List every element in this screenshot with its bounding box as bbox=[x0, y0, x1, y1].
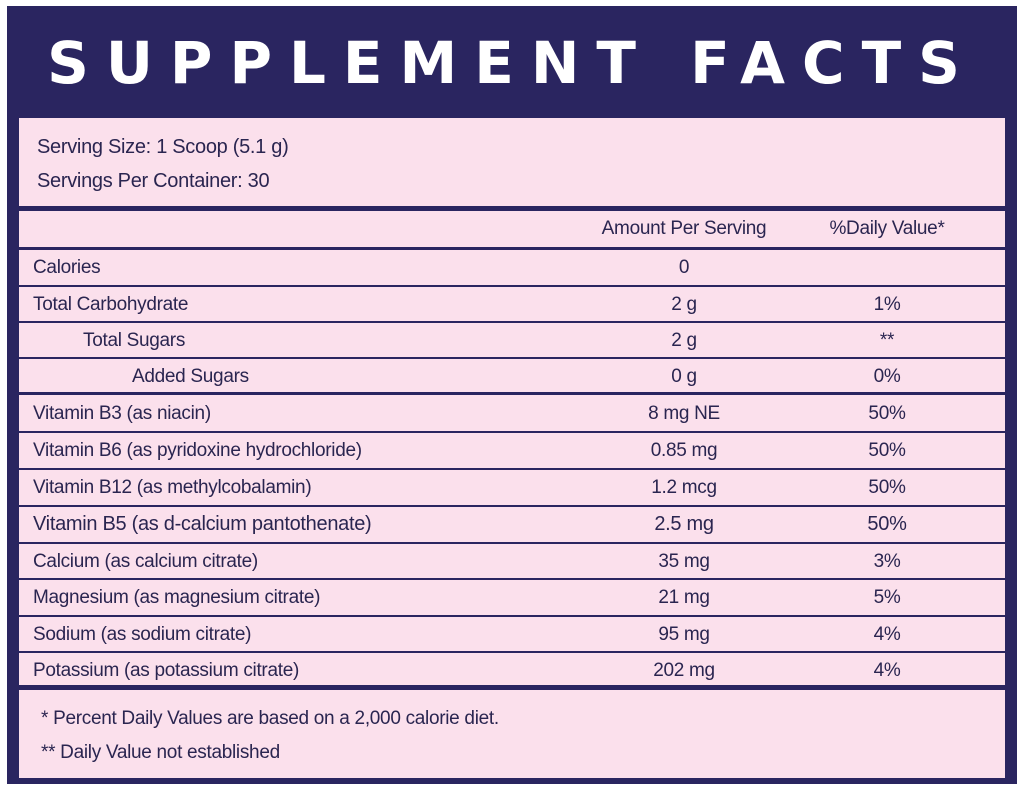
divider bbox=[19, 431, 1005, 433]
nutrient-name: Vitamin B3 (as niacin) bbox=[33, 403, 211, 424]
divider bbox=[19, 542, 1005, 544]
nutrient-amount: 0.85 mg bbox=[650, 440, 718, 461]
panel-title: SUPPLEMENT FACTS bbox=[47, 29, 977, 97]
daily-value-column-header: %Daily Value* bbox=[829, 218, 945, 239]
nutrient-daily-value: ** bbox=[879, 330, 895, 351]
nutrient-name: Magnesium (as magnesium citrate) bbox=[33, 587, 321, 608]
nutrient-daily-value: 50% bbox=[868, 403, 906, 424]
nutrient-daily-value: 4% bbox=[873, 660, 901, 681]
nutrient-name: Vitamin B6 (as pyridoxine hydrochloride) bbox=[33, 440, 362, 461]
amount-column-header: Amount Per Serving bbox=[601, 218, 767, 239]
table-row: Magnesium (as magnesium citrate) 21 mg 5… bbox=[19, 580, 1005, 615]
divider bbox=[19, 285, 1005, 287]
divider bbox=[19, 505, 1005, 507]
table-row: Total Carbohydrate 2 g 1% bbox=[19, 287, 1005, 322]
nutrient-daily-value: 5% bbox=[873, 587, 901, 608]
nutrient-amount: 0 bbox=[678, 257, 690, 278]
divider bbox=[19, 357, 1005, 359]
nutrient-daily-value: 0% bbox=[873, 366, 901, 387]
nutrient-amount: 2 g bbox=[671, 294, 697, 315]
table-row: Vitamin B6 (as pyridoxine hydrochloride)… bbox=[19, 433, 1005, 468]
serving-size: Serving Size: 1 Scoop (5.1 g) bbox=[37, 136, 289, 158]
divider bbox=[19, 651, 1005, 653]
nutrient-amount: 2 g bbox=[671, 330, 697, 351]
table-row: Sodium (as sodium citrate) 95 mg 4% bbox=[19, 617, 1005, 652]
nutrient-name: Added Sugars bbox=[132, 366, 249, 387]
nutrient-name: Vitamin B12 (as methylcobalamin) bbox=[33, 477, 312, 498]
nutrient-name: Calories bbox=[33, 257, 101, 278]
nutrient-amount: 202 mg bbox=[653, 660, 715, 681]
supplement-facts-panel: SUPPLEMENT FACTS Serving Size: 1 Scoop (… bbox=[7, 6, 1017, 784]
nutrient-daily-value: 50% bbox=[867, 513, 907, 535]
nutrient-daily-value: 3% bbox=[873, 551, 901, 572]
nutrient-amount: 0 g bbox=[671, 366, 697, 387]
nutrient-amount: 8 mg NE bbox=[648, 403, 720, 424]
nutrient-name: Vitamin B5 (as d-calcium pantothenate) bbox=[33, 513, 372, 535]
table-row: Vitamin B5 (as d-calcium pantothenate) 2… bbox=[19, 507, 1005, 542]
nutrient-name: Sodium (as sodium citrate) bbox=[33, 624, 252, 645]
nutrient-daily-value: 4% bbox=[873, 624, 901, 645]
footnote-daily-values: * Percent Daily Values are based on a 2,… bbox=[41, 708, 499, 729]
divider bbox=[19, 247, 1005, 250]
nutrient-amount: 35 mg bbox=[658, 551, 710, 572]
facts-table: Amount Per Serving %Daily Value* Calorie… bbox=[19, 211, 1005, 685]
nutrient-name: Calcium (as calcium citrate) bbox=[33, 551, 258, 572]
divider bbox=[19, 578, 1005, 580]
nutrient-name: Total Sugars bbox=[83, 330, 186, 351]
table-row: Calcium (as calcium citrate) 35 mg 3% bbox=[19, 544, 1005, 579]
table-header: Amount Per Serving %Daily Value* bbox=[19, 211, 1005, 246]
table-row: Total Sugars 2 g ** bbox=[19, 323, 1005, 358]
divider bbox=[19, 615, 1005, 617]
table-row: Added Sugars 0 g 0% bbox=[19, 359, 1005, 394]
table-row: Potassium (as potassium citrate) 202 mg … bbox=[19, 653, 1005, 688]
nutrient-name: Total Carbohydrate bbox=[33, 294, 189, 315]
nutrient-amount: 95 mg bbox=[658, 624, 710, 645]
nutrient-daily-value: 50% bbox=[868, 477, 906, 498]
divider bbox=[19, 321, 1005, 323]
footnotes: * Percent Daily Values are based on a 2,… bbox=[19, 690, 1005, 778]
nutrient-amount: 21 mg bbox=[658, 587, 710, 608]
nutrient-name: Potassium (as potassium citrate) bbox=[33, 660, 299, 681]
footnote-not-established: ** Daily Value not established bbox=[41, 742, 280, 763]
serving-info: Serving Size: 1 Scoop (5.1 g) Servings P… bbox=[19, 118, 1005, 206]
servings-per-container: Servings Per Container: 30 bbox=[37, 170, 270, 192]
divider bbox=[19, 392, 1005, 395]
nutrient-daily-value: 1% bbox=[873, 294, 901, 315]
nutrient-amount: 1.2 mcg bbox=[651, 477, 717, 498]
divider bbox=[19, 468, 1005, 470]
table-row: Calories 0 bbox=[19, 250, 1005, 285]
nutrient-daily-value: 50% bbox=[868, 440, 906, 461]
table-row: Vitamin B3 (as niacin) 8 mg NE 50% bbox=[19, 396, 1005, 431]
table-row: Vitamin B12 (as methylcobalamin) 1.2 mcg… bbox=[19, 470, 1005, 505]
nutrient-amount: 2.5 mg bbox=[654, 513, 714, 535]
